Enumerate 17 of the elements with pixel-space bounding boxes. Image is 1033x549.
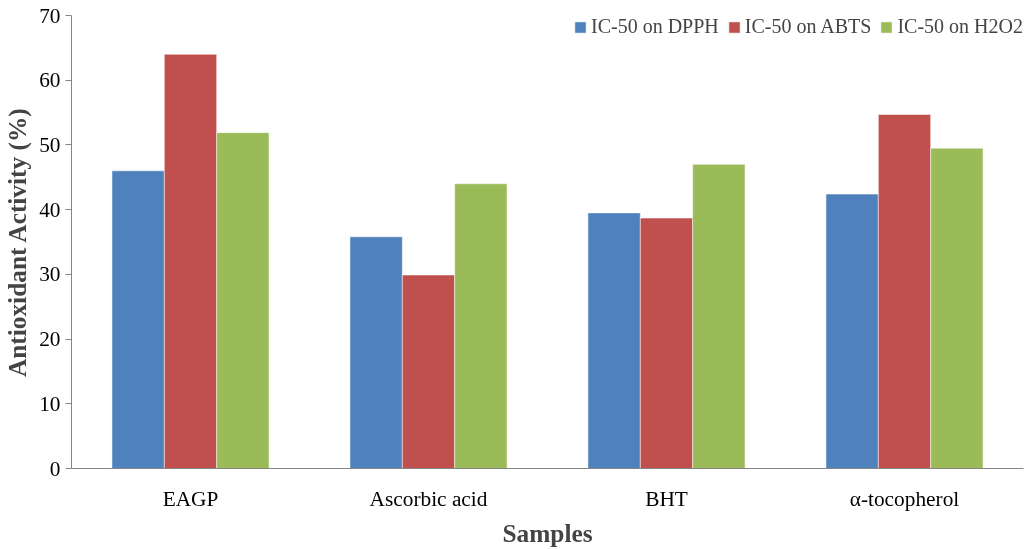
y-tick-label: 20 [39,327,61,352]
y-tick-label: 50 [39,132,61,157]
y-tick-label: 30 [39,262,61,287]
x-tick-label: BHT [645,486,688,511]
y-tick-label: 0 [49,456,61,481]
x-tick-label: Ascorbic acid [369,486,488,511]
y-tick-label: 40 [39,197,61,222]
x-axis-title: Samples [502,518,593,547]
x-tick-label: EAGP [162,486,219,511]
legend-label: IC-50 on H2O2 [897,15,1023,38]
y-axis-title: Antioxidant Activity (%) [3,108,33,378]
legend-label: IC-50 on ABTS [744,15,872,38]
y-tick-label: 70 [39,3,61,28]
y-tick-label: 10 [39,391,61,416]
y-tick-label: 60 [39,68,61,93]
x-tick-label: α-tocopherol [849,486,960,511]
legend-label: IC-50 on DPPH [590,15,719,38]
